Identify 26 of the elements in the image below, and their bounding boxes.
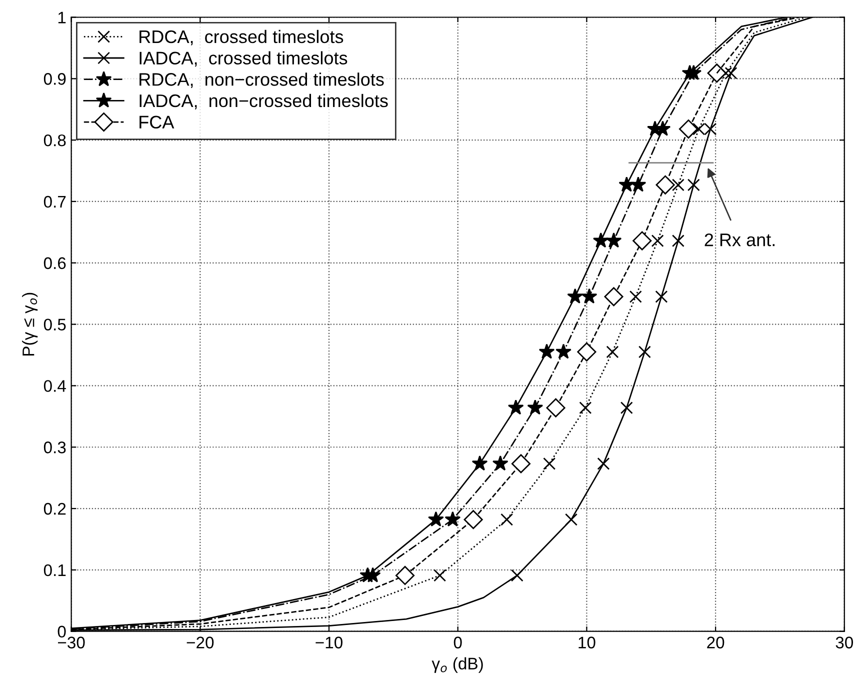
x-tick-label: −10 bbox=[316, 636, 342, 648]
x-tick-label: −20 bbox=[186, 636, 214, 648]
legend-label: IADCA, non−crossed timeslots bbox=[140, 94, 388, 110]
y-tick-label: 0.9 bbox=[44, 73, 66, 85]
legend-label: RDCA, crossed timeslots bbox=[140, 30, 344, 46]
legend-label: RDCA, non−crossed timeslots bbox=[140, 72, 384, 88]
y-tick-label: 0.2 bbox=[44, 502, 66, 515]
legend-label: IADCA, crossed timeslots bbox=[140, 51, 348, 67]
y-tick-label: 1 bbox=[58, 12, 66, 24]
x-tick-label: 10 bbox=[578, 636, 596, 648]
x-axis-title: γ$_{o}$ (dB) bbox=[432, 657, 483, 673]
y-tick-label: 0.6 bbox=[44, 257, 66, 270]
y-tick-label: 0 bbox=[58, 626, 66, 638]
y-tick-label: 0.8 bbox=[44, 134, 66, 146]
y-tick-label: 0.5 bbox=[44, 318, 66, 331]
y-tick-label: 0.4 bbox=[44, 380, 66, 392]
y-tick-label: 0.3 bbox=[44, 442, 66, 454]
annotation: 2 Rx ant. bbox=[704, 233, 775, 246]
legend-label: FCA bbox=[140, 116, 174, 129]
y-tick-label: 0.1 bbox=[44, 564, 66, 576]
y-tick-label: 0.7 bbox=[44, 196, 66, 208]
x-tick-label: 20 bbox=[707, 636, 724, 648]
x-tick-label: 30 bbox=[836, 636, 854, 648]
x-tick-label: 0 bbox=[454, 636, 462, 648]
x-tick-label: −30 bbox=[58, 636, 85, 648]
y-axis-title: P(γ ≤ γ$_{o}$) bbox=[22, 292, 38, 356]
